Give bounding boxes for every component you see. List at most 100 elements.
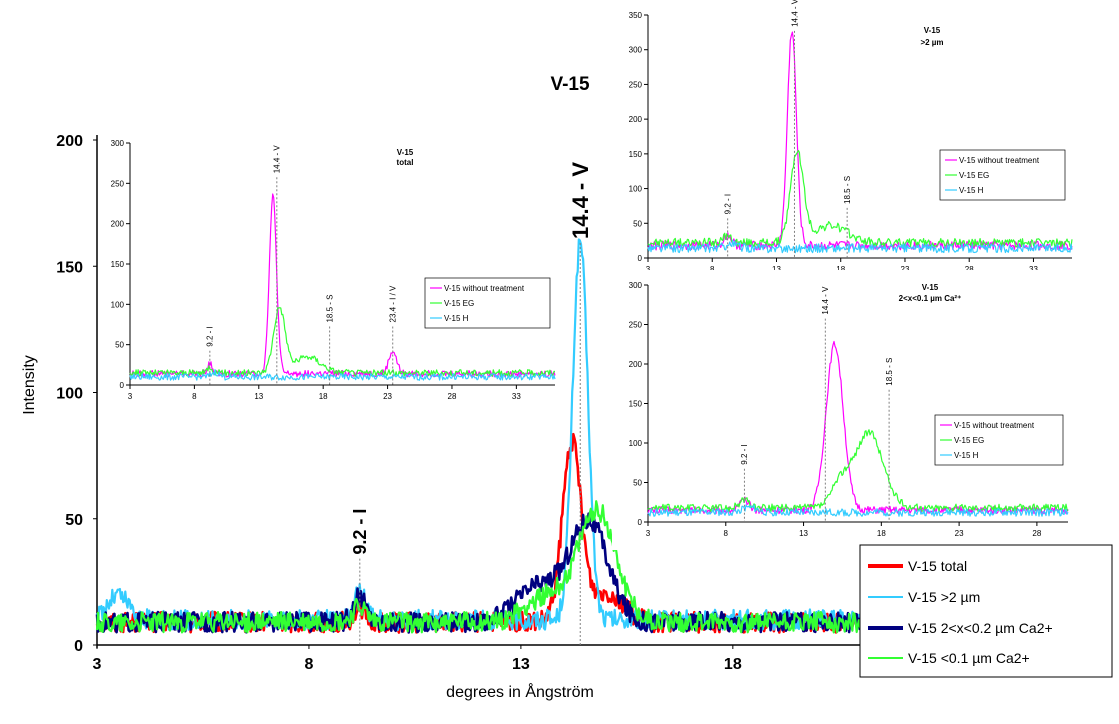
peak-label: 9.2 - I [206,326,215,346]
x-tick-label: 3 [646,265,651,274]
legend-label: V-15 EG [959,171,989,180]
x-tick-label: 23 [383,392,392,401]
y-tick-label: 50 [633,219,642,228]
legend-label: V-15 2<x<0.2 µm Ca2+ [908,620,1053,636]
x-tick-label: 23 [955,529,964,538]
peak-label: 9.2 - I [723,194,732,214]
x-tick-label: 33 [512,392,521,401]
peak-label: 18.5 - S [325,294,334,322]
series-line [647,429,1069,513]
inset-total-annotations: 9.2 - I 14.4 - V 18.5 - S 23.4 - I / V [206,145,398,385]
x-tick-label: 8 [724,529,729,538]
y-tick-label: 250 [111,179,125,188]
x-tick-label: 18 [877,529,886,538]
inset-gt2-ticks: 0 50 100 150 200 250 300 350 3 8 13 18 23 28 33 [629,11,1039,274]
y-tick-label: 0 [638,254,643,263]
x-tick-label: 3 [128,392,133,401]
y-tick-label: 300 [629,281,643,290]
y-tick-label: 300 [629,46,643,55]
inset-mid-title: V-15 [922,283,939,292]
legend-label: V-15 EG [444,299,474,308]
legend-label: V-15 total [908,558,967,574]
legend-label: V-15 EG [954,436,984,445]
y-tick-label: 0 [638,518,643,527]
inset-gt2-legend: V-15 without treatment V-15 EG V-15 H [939,149,1066,201]
x-tick-label: 18 [319,392,328,401]
x-tick-label: 8 [304,656,313,673]
legend-label: V-15 <0.1 µm Ca2+ [908,650,1030,666]
series-line [129,369,556,381]
inset-total-legend: V-15 without treatment V-15 EG V-15 H [424,277,551,329]
y-tick-label: 350 [629,11,643,20]
inset-gt2-frame [612,5,1090,280]
y-tick-label: 250 [629,80,643,89]
inset-gt2-subtitle: >2 µm [920,38,943,47]
x-tick-label: 3 [93,656,102,673]
x-tick-label: 13 [512,656,530,673]
legend-label: V-15 without treatment [444,284,525,293]
inset-mid-annotations: 9.2 - I 14.4 - V 18.5 - S [740,286,894,522]
series-line [647,239,1073,254]
inset-total-ticks: 0 50 100 150 200 250 300 3 8 13 18 23 28 33 [111,139,522,401]
peak-label: 14.4 - V [273,145,282,174]
inset-mid-series [647,340,1069,517]
y-tick-label: 100 [629,185,643,194]
inset-total-subtitle: total [397,158,414,167]
peak-label: 9.2 - I [350,509,370,555]
main-chart-title: V-15 [550,74,590,95]
y-tick-label: 150 [111,260,125,269]
main-chart: 0 50 100 150 200 3 8 13 18 9.2 - I 14.4 - V V-15 … [21,74,862,701]
x-tick-label: 13 [772,265,781,274]
x-tick-label: 28 [965,265,974,274]
x-tick-label: 28 [448,392,457,401]
inset-total-series [129,193,556,381]
inset-mid-legend: V-15 without treatment V-15 EG V-15 H [934,414,1064,466]
inset-mid-subtitle: 2<x<0.1 µm Ca²⁺ [899,294,962,303]
y-tick-label: 50 [115,341,124,350]
x-tick-label: 33 [1029,265,1038,274]
x-tick-label: 18 [724,656,742,673]
y-tick-label: 100 [56,386,83,403]
y-tick-label: 150 [56,259,83,276]
peak-label: 23.4 - I / V [389,285,398,323]
peak-label: 18.5 - S [885,358,894,386]
main-series [95,238,862,634]
x-tick-label: 13 [799,529,808,538]
inset-gt2-title: V-15 [924,26,941,35]
main-annotations: 9.2 - I 14.4 - V [350,162,593,645]
x-tick-label: 8 [192,392,197,401]
y-tick-label: 100 [629,439,643,448]
legend-label: V-15 without treatment [954,421,1035,430]
x-tick-label: 28 [1032,529,1041,538]
main-legend: V-15 total V-15 >2 µm V-15 2<x<0.2 µm Ca… [859,544,1113,678]
y-tick-label: 50 [65,512,83,529]
y-tick-label: 150 [629,150,643,159]
series-line [95,500,862,634]
inset-gt2-annotations: 9.2 - I 14.4 - V 18.5 - S [723,0,852,258]
peak-label: 9.2 - I [740,444,749,464]
inset-gt2-chart: 0 50 100 150 200 250 300 350 3 8 13 18 23 28 33 9.2 - … [612,0,1090,280]
peak-label: 14.4 - V [790,0,799,27]
series-line [647,504,1069,517]
legend-label: V-15 without treatment [959,156,1040,165]
main-ticks: 0 50 100 150 200 3 8 13 18 [56,133,742,673]
legend-label: V-15 H [954,451,979,460]
x-tick-label: 3 [646,529,651,538]
main-x-axis-label: degrees in Ångström [446,682,594,701]
inset-mid-chart: 0 50 100 150 200 250 300 3 8 13 18 23 28 9.2 - I 14.4… [612,270,1090,550]
legend-label: V-15 H [959,186,984,195]
inset-mid-frame [612,270,1090,550]
series-line [129,307,556,377]
x-tick-label: 13 [254,392,263,401]
y-tick-label: 200 [56,133,83,150]
y-tick-label: 250 [629,321,643,330]
y-tick-label: 150 [629,400,643,409]
y-tick-label: 100 [111,300,125,309]
legend-label: V-15 H [444,314,469,323]
y-tick-label: 300 [111,139,125,148]
inset-total-chart: 0 50 100 150 200 250 300 3 8 13 18 23 28 33 9.2 - I 14… [111,133,570,418]
x-tick-label: 18 [836,265,845,274]
inset-total-title: V-15 [397,148,414,157]
y-tick-label: 50 [633,479,642,488]
